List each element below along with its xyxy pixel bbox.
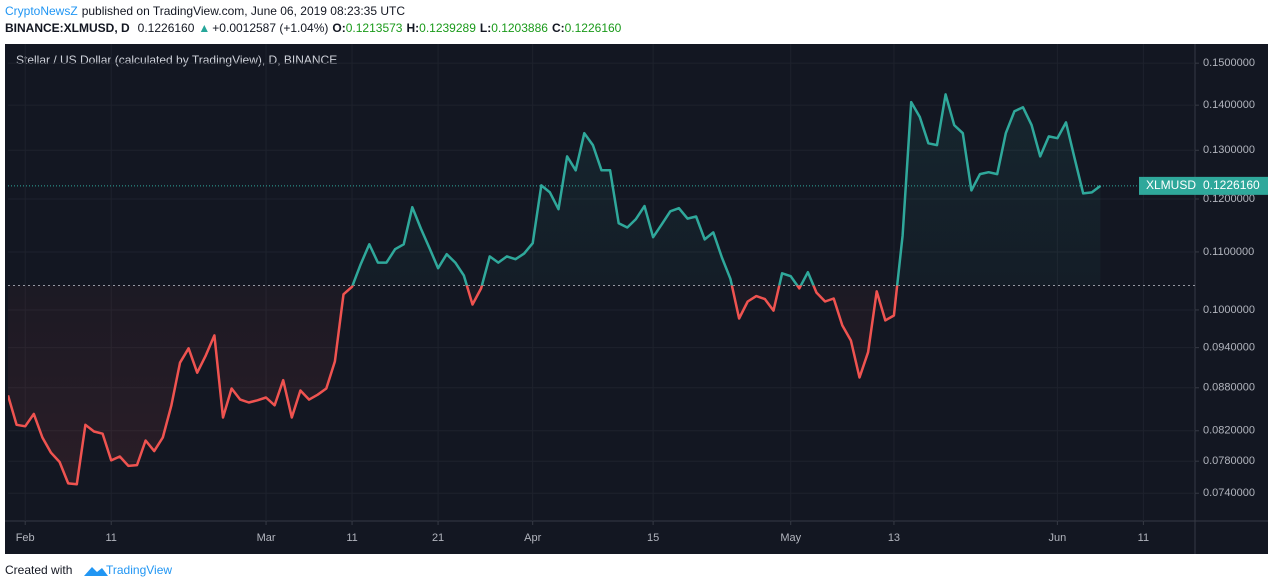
low-label: L: bbox=[480, 21, 491, 35]
close: 0.1226160 bbox=[565, 21, 622, 35]
symbol: BINANCE:XLMUSD, D bbox=[5, 21, 130, 35]
footer-brand[interactable]: TradingView bbox=[106, 563, 172, 577]
arrow: ▲ bbox=[198, 21, 210, 35]
chart-title: Stellar / US Dollar (calculated by Tradi… bbox=[16, 53, 337, 67]
y-tick-label: 0.1300000 bbox=[1203, 144, 1255, 156]
low: 0.1203886 bbox=[491, 21, 548, 35]
plot bbox=[8, 93, 1195, 486]
published: published on TradingView.com, June 06, 2… bbox=[82, 4, 406, 18]
x-tick-label: 11 bbox=[346, 532, 357, 544]
y-tick-label: 0.1100000 bbox=[1203, 246, 1254, 258]
x-tick-label: 21 bbox=[432, 532, 444, 544]
high: 0.1239289 bbox=[419, 21, 476, 35]
x-tick-label: 15 bbox=[647, 532, 659, 544]
ohlc-line: BINANCE:XLMUSD, D 0.1226160 ▲ +0.0012587 (+… bbox=[5, 21, 622, 35]
open-label: O: bbox=[332, 21, 345, 35]
published-line: CryptoNewsZ published on TradingView.com,… bbox=[5, 4, 405, 18]
price-label-bg bbox=[1139, 176, 1268, 195]
y-tick-label: 0.0820000 bbox=[1203, 425, 1255, 437]
y-tick-label: 0.0740000 bbox=[1203, 487, 1255, 499]
price: 0.1226160 bbox=[138, 21, 195, 35]
series-name: XLMUSD bbox=[1146, 178, 1196, 192]
y-tick-label: 0.0880000 bbox=[1203, 382, 1255, 394]
x-tick-label: Jun bbox=[1049, 532, 1067, 544]
price-label: 0.1226160 bbox=[1203, 178, 1260, 192]
y-tick-label: 0.0940000 bbox=[1203, 342, 1255, 354]
open: 0.1213573 bbox=[346, 21, 403, 35]
x-tick-label: 11 bbox=[106, 532, 117, 544]
x-tick-label: 13 bbox=[888, 532, 900, 544]
close-label: C: bbox=[552, 21, 565, 35]
footer-text: Created with bbox=[5, 563, 72, 577]
x-tick-label: May bbox=[780, 532, 801, 544]
author[interactable]: CryptoNewsZ bbox=[5, 4, 78, 18]
x-tick-label: 11 bbox=[1138, 532, 1149, 544]
y-tick-label: 0.1000000 bbox=[1203, 304, 1255, 316]
x-tick-label: Feb bbox=[16, 532, 35, 544]
change: +0.0012587 (+1.04%) bbox=[212, 21, 328, 35]
x-tick-label: Apr bbox=[524, 532, 541, 544]
y-tick-label: 0.1500000 bbox=[1203, 57, 1255, 69]
high-label: H: bbox=[406, 21, 419, 35]
tv-logo bbox=[84, 567, 108, 576]
y-tick-label: 0.1400000 bbox=[1203, 99, 1255, 111]
x-tick-label: Mar bbox=[257, 532, 276, 544]
baseline-area bbox=[8, 94, 1101, 485]
price-line-series bbox=[8, 93, 1102, 486]
y-tick-label: 0.0780000 bbox=[1203, 455, 1255, 467]
y-tick-label: 0.1200000 bbox=[1203, 193, 1255, 205]
